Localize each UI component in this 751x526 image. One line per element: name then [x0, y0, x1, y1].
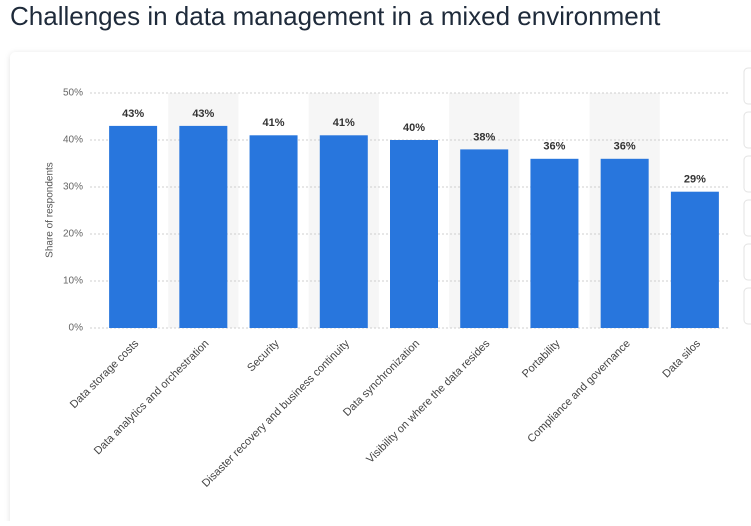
y-tick-label: 10% — [63, 276, 83, 287]
value-label: 38% — [473, 131, 495, 143]
value-label: 41% — [333, 117, 355, 129]
bar — [179, 125, 228, 329]
bar — [460, 149, 509, 328]
bar — [670, 191, 719, 328]
y-tick-label: 20% — [63, 229, 83, 240]
value-label: 40% — [403, 122, 425, 134]
y-tick-label: 30% — [63, 182, 83, 193]
value-label: 43% — [192, 108, 214, 120]
value-label: 43% — [122, 108, 144, 120]
bar — [600, 158, 649, 328]
side-buttons — [743, 67, 751, 325]
bar — [530, 158, 579, 328]
value-label: 36% — [614, 141, 636, 153]
y-axis-label: Share of respondents — [45, 162, 56, 258]
y-tick-label: 40% — [63, 135, 83, 146]
value-label: 41% — [263, 117, 285, 129]
bar — [249, 135, 298, 328]
bar — [319, 135, 368, 328]
y-tick-label: 50% — [63, 88, 83, 99]
value-label: 29% — [684, 174, 706, 186]
bar — [109, 125, 158, 329]
y-tick-label: 0% — [69, 323, 84, 334]
bar — [390, 140, 438, 328]
chart-title: Challenges in data management in a mixed… — [10, 1, 661, 31]
value-label: 36% — [543, 141, 565, 153]
